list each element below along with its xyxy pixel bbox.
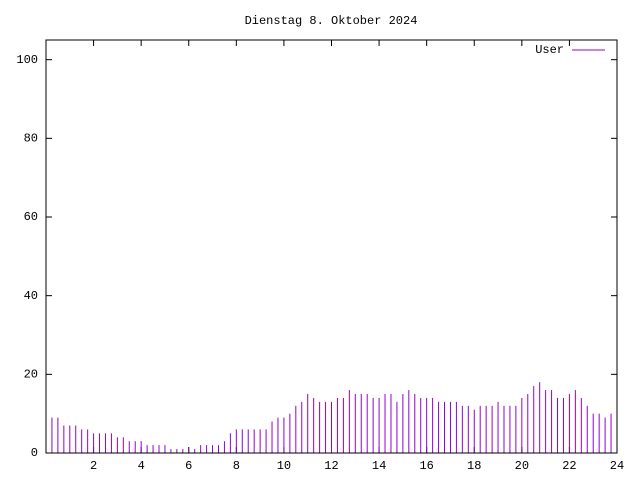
x-tick-label: 2: [90, 459, 97, 473]
chart-title: Dienstag 8. Oktober 2024: [245, 14, 418, 28]
y-tick-label: 0: [31, 446, 38, 460]
y-tick-label: 100: [16, 53, 38, 67]
x-tick-label: 8: [233, 459, 240, 473]
y-tick-label: 40: [24, 289, 38, 303]
plot-frame: [45, 39, 618, 454]
x-tick-label: 22: [562, 459, 576, 473]
x-tick-label: 10: [277, 459, 291, 473]
x-tick-label: 24: [610, 459, 624, 473]
y-tick-label: 20: [24, 368, 38, 382]
x-tick-label: 18: [467, 459, 481, 473]
x-tick-label: 6: [185, 459, 192, 473]
legend-label: User: [535, 43, 564, 57]
x-tick-label: 20: [515, 459, 529, 473]
y-tick-label: 80: [24, 132, 38, 146]
x-tick-label: 14: [372, 459, 386, 473]
y-tick-label: 60: [24, 210, 38, 224]
x-tick-label: 16: [419, 459, 433, 473]
x-tick-label: 12: [324, 459, 338, 473]
x-tick-label: 4: [138, 459, 145, 473]
